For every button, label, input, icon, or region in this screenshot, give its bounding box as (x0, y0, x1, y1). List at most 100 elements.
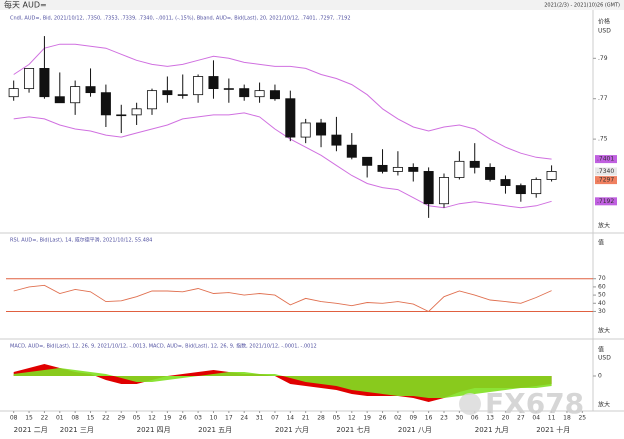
month-label: 2021 七月 (336, 425, 370, 434)
candle-body (39, 68, 50, 98)
candle-body (254, 90, 265, 98)
x-tick-label: 31 (256, 415, 264, 422)
x-tick-label: 16 (425, 415, 433, 422)
watermark: FX678 (485, 387, 584, 420)
x-tick-label: 25 (578, 415, 586, 422)
x-tick-label: 22 (41, 415, 49, 422)
price-tag (595, 197, 617, 206)
price-tag-label: .7401 (597, 156, 614, 163)
candle-body (223, 88, 234, 90)
x-tick-label: 30 (456, 415, 464, 422)
y-label: 值 (598, 346, 604, 354)
y-tick-label: .75 (598, 136, 608, 143)
x-tick-label: 17 (225, 415, 233, 422)
x-tick-label: 09 (409, 415, 417, 422)
x-tick-label: 18 (563, 415, 571, 422)
y-tick-label: 50 (598, 292, 606, 299)
candle-body (54, 96, 65, 104)
candle-body (392, 166, 403, 172)
y-tick-label: 40 (598, 300, 606, 307)
x-tick-label: 19 (164, 415, 172, 422)
candle-body (269, 90, 280, 100)
candle-body (362, 156, 373, 166)
candle-body (546, 171, 557, 180)
price-tag-label: .7340 (597, 168, 614, 175)
candle-body (408, 166, 419, 172)
candle-body (208, 76, 219, 90)
y-unit: USD (598, 355, 611, 362)
month-label: 2021 四月 (137, 426, 171, 434)
x-tick-label: 24 (240, 415, 248, 422)
x-tick-label: 22 (102, 415, 110, 422)
x-tick-label: 21 (302, 415, 310, 422)
candle-body (100, 92, 111, 116)
x-tick-label: 01 (56, 415, 64, 422)
candle-body (239, 88, 250, 98)
y-tick-label: 0 (598, 373, 602, 380)
x-tick-label: 08 (71, 415, 79, 422)
y-tick-label: 30 (598, 308, 606, 315)
candle-body (70, 86, 81, 104)
candle-body (485, 166, 496, 180)
x-tick-label: 07 (271, 415, 279, 422)
watermark-icon (459, 393, 481, 415)
candle-body (24, 68, 35, 90)
x-tick-label: 15 (87, 415, 95, 422)
x-tick-label: 26 (379, 415, 387, 422)
month-label: 2021 八月 (398, 426, 432, 434)
macd-legend: MACD, AUD=, Bid(Last), 12, 26, 9, 2021/1… (10, 343, 317, 350)
y-unit: USD (598, 28, 611, 35)
chart-title: 每天 AUD= (4, 0, 47, 10)
y-label: 价格 (598, 18, 610, 26)
x-tick-label: 15 (25, 415, 33, 422)
candle-body (316, 122, 327, 136)
month-label: 2021 五月 (198, 426, 232, 434)
month-label: 2021 九月 (475, 425, 509, 434)
candle-body (515, 185, 526, 195)
candle-body (377, 164, 388, 172)
candle-body (162, 90, 173, 96)
x-tick-label: 29 (117, 415, 125, 422)
zoom[interactable]: 放大 (598, 327, 610, 335)
x-tick-label: 08 (10, 415, 18, 422)
bollinger-upper (13, 43, 552, 160)
y-tick-label: 60 (598, 283, 606, 290)
date-range: 2021(2/3) - 2021(10)26 (GMT) (544, 3, 620, 9)
month-label: 2021 三月 (60, 426, 94, 434)
y-tick-label: .77 (598, 95, 608, 102)
candle-body (454, 160, 465, 178)
candle-body (177, 94, 188, 96)
zoom[interactable]: 放大 (598, 401, 610, 409)
candle-body (438, 177, 450, 205)
x-tick-label: 04 (532, 415, 540, 422)
x-tick-label: 14 (286, 415, 294, 422)
candle-body (500, 179, 511, 186)
x-tick-label: 06 (471, 415, 479, 422)
x-tick-label: 05 (133, 415, 141, 422)
candle-body (331, 134, 342, 146)
x-tick-label: 11 (548, 415, 556, 422)
price-tag (595, 155, 617, 164)
rsi-legend: RSI, AUD=, Bid(Last), 14, 威尔德平滑, 2021/10… (10, 237, 152, 244)
rsi-line (13, 284, 552, 313)
candle-body (285, 98, 296, 138)
x-tick-label: 02 (394, 415, 402, 422)
candle-body (193, 76, 204, 96)
price-tag-label: .7297 (597, 177, 614, 184)
candle-body (423, 171, 434, 205)
x-tick-label: 03 (194, 415, 202, 422)
candle-body (300, 122, 311, 138)
x-tick-label: 19 (363, 415, 371, 422)
candle-body (469, 160, 480, 168)
x-tick-label: 27 (517, 415, 525, 422)
y-label: 值 (598, 239, 604, 247)
y-tick-label: 70 (598, 275, 606, 282)
x-tick-label: 10 (210, 415, 218, 422)
candle-body (8, 88, 19, 98)
candle-body (146, 90, 158, 110)
zoom[interactable]: 放大 (598, 222, 610, 230)
candle-body (116, 114, 127, 117)
price-tag-label: .7192 (597, 198, 614, 205)
